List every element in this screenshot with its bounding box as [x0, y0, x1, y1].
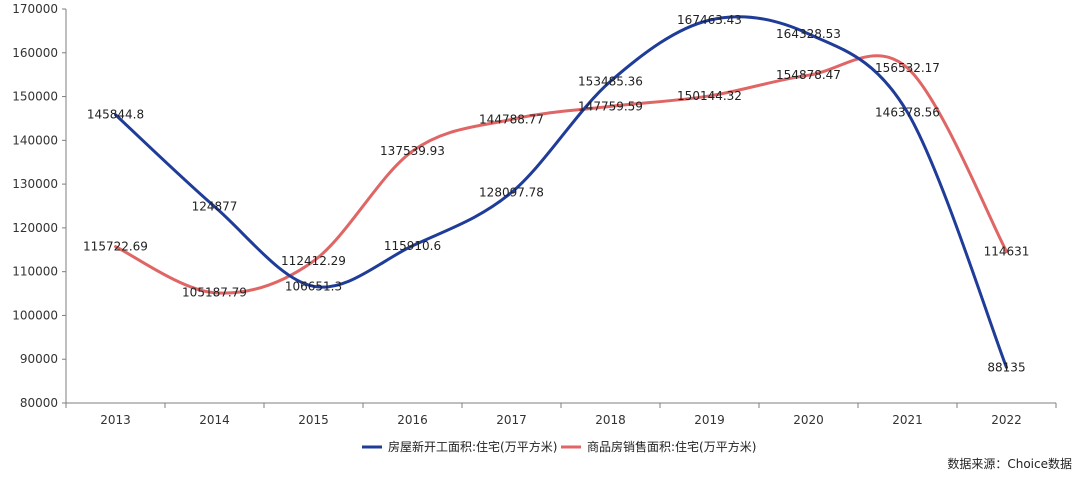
series-line-0: [114, 15, 1008, 369]
x-tick-label: 2022: [991, 413, 1022, 427]
series-lines: [114, 15, 1008, 369]
data-label: 112412.29: [281, 254, 346, 268]
legend-label: 商品房销售面积:住宅(万平方米): [587, 439, 756, 454]
data-label: 154878.47: [776, 68, 841, 82]
x-tick-label: 2018: [595, 413, 626, 427]
data-label: 164328.53: [776, 27, 841, 41]
y-tick-label: 120000: [12, 221, 58, 235]
data-label: 145844.8: [87, 108, 144, 122]
y-tick-label: 160000: [12, 46, 58, 60]
data-label: 144788.77: [479, 112, 544, 126]
y-tick-label: 170000: [12, 2, 58, 16]
y-tick-label: 90000: [20, 352, 58, 366]
series-line-1: [114, 54, 1008, 295]
data-label: 146378.56: [875, 105, 940, 119]
x-tick-label: 2013: [100, 413, 131, 427]
x-axis: 2013 2014 2015 2016 2017 2018 2019 2020 2021 2022: [65, 402, 1057, 427]
data-label: 124877: [192, 200, 238, 214]
data-label: 128097.78: [479, 185, 544, 199]
x-tick-label: 2015: [298, 413, 329, 427]
x-tick-label: 2016: [397, 413, 428, 427]
x-tick-label: 2020: [793, 413, 824, 427]
data-label: 150144.32: [677, 89, 742, 103]
data-label: 114631: [984, 244, 1030, 258]
y-tick-label: 110000: [12, 265, 58, 279]
y-tick-label: 130000: [12, 177, 58, 191]
y-tick-label: 140000: [12, 133, 58, 147]
data-labels: 145844.8 124877 106651.3 115910.6 128097.78 1…: [83, 13, 1029, 374]
y-tick-label: 80000: [20, 396, 58, 410]
data-label: 156532.17: [875, 61, 940, 75]
data-label: 106651.3: [285, 279, 342, 293]
data-label: 137539.93: [380, 144, 445, 158]
x-tick-label: 2021: [892, 413, 923, 427]
data-label: 105187.79: [182, 286, 247, 300]
x-tick-label: 2014: [199, 413, 230, 427]
data-label: 147759.59: [578, 99, 643, 113]
legend-label: 房屋新开工面积:住宅(万平方米): [388, 439, 557, 454]
data-label: 167463.43: [677, 13, 742, 27]
x-tick-label: 2017: [496, 413, 527, 427]
legend: 房屋新开工面积:住宅(万平方米) 商品房销售面积:住宅(万平方米): [362, 439, 756, 454]
y-axis: 80000 90000 100000 110000 120000 130000 140000…: [12, 2, 67, 410]
x-tick-label: 2019: [694, 413, 725, 427]
y-tick-label: 100000: [12, 308, 58, 322]
source-note: 数据来源：Choice数据: [947, 457, 1072, 471]
y-tick-label: 150000: [12, 90, 58, 104]
data-label: 115722.69: [83, 240, 148, 254]
data-label: 115910.6: [384, 239, 441, 253]
data-label: 88135: [987, 360, 1025, 374]
data-label: 153485.36: [578, 74, 643, 88]
